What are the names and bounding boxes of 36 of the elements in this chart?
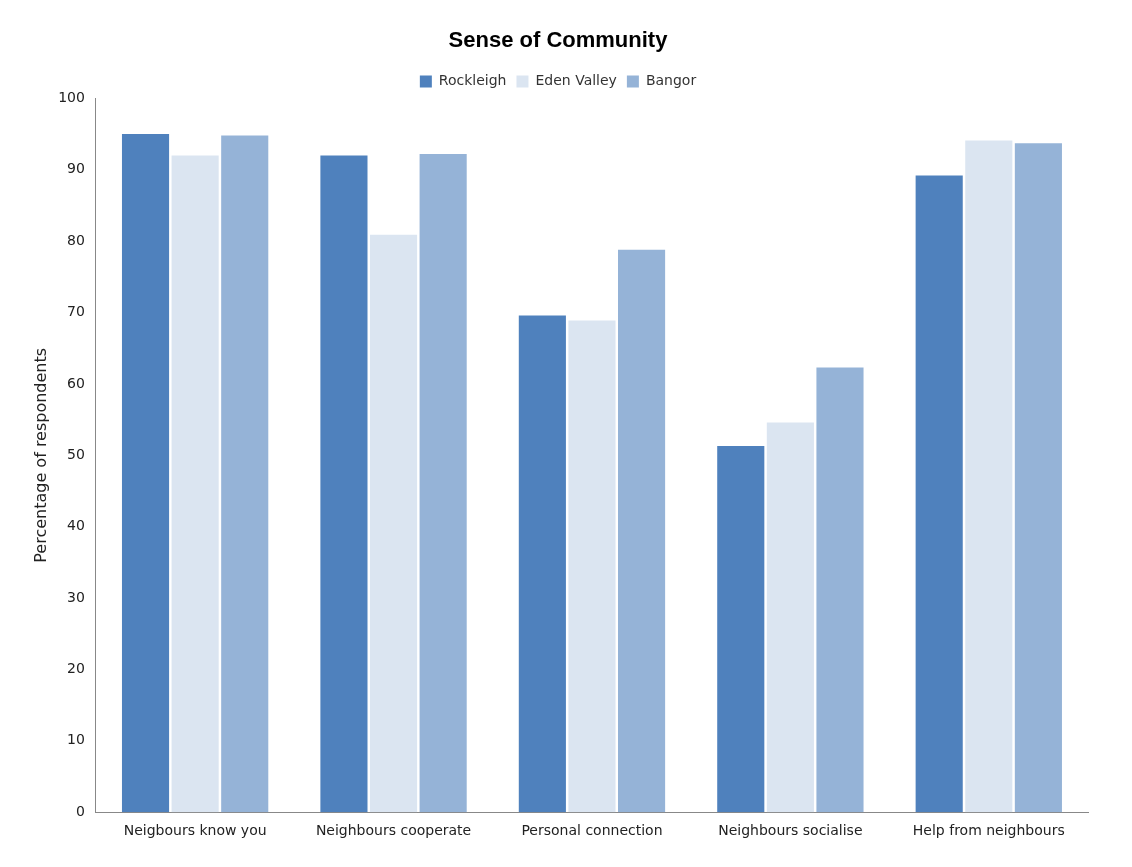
bar	[121, 134, 170, 813]
x-tick-label: Neighbours cooperate	[315, 822, 472, 839]
bar	[568, 320, 616, 813]
bar	[1014, 143, 1062, 813]
bar	[816, 367, 864, 813]
legend-label: Eden Valley	[535, 72, 617, 89]
y-tick-label: 0	[76, 802, 85, 819]
x-tick-label: Neighbours socialise	[718, 822, 863, 839]
bar	[320, 155, 368, 813]
y-tick-label: 20	[67, 660, 85, 677]
x-tick-label: Neigbours know you	[123, 822, 267, 839]
bar	[419, 154, 467, 813]
y-axis-title: Percentage of respondents	[30, 347, 50, 563]
bar	[915, 175, 963, 813]
bar	[221, 135, 269, 813]
bar	[618, 249, 666, 813]
y-tick-label: 90	[67, 160, 85, 177]
x-tick-label: Help from neighbours	[912, 822, 1065, 839]
y-tick-label: 10	[67, 731, 85, 748]
bar	[717, 446, 765, 813]
y-tick-label: 70	[67, 303, 85, 320]
bar	[369, 234, 418, 813]
y-tick-label: 50	[67, 445, 85, 462]
legend-label: Rockleigh	[438, 72, 507, 89]
y-tick-label: 60	[67, 374, 85, 391]
y-tick-label: 40	[67, 517, 85, 534]
y-tick-label: 80	[67, 231, 85, 248]
bar	[518, 315, 566, 813]
y-tick-label: 100	[58, 89, 85, 106]
bar	[766, 422, 814, 813]
bar	[171, 155, 219, 813]
chart-title: Sense of Community	[448, 27, 669, 53]
y-tick-label: 30	[67, 588, 85, 605]
legend-label: Bangor	[645, 72, 697, 89]
x-tick-label: Personal connection	[521, 822, 663, 839]
bar	[965, 140, 1013, 813]
